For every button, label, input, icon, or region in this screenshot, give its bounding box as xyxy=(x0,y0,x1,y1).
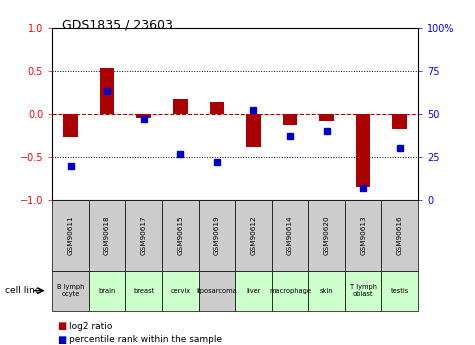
Text: skin: skin xyxy=(320,288,333,294)
Text: ■: ■ xyxy=(57,335,66,345)
Text: macrophage: macrophage xyxy=(269,288,311,294)
Text: breast: breast xyxy=(133,288,154,294)
Text: T lymph
oblast: T lymph oblast xyxy=(350,284,377,297)
Text: liposarcoma: liposarcoma xyxy=(197,288,237,294)
Text: GSM90620: GSM90620 xyxy=(323,216,330,255)
Text: testis: testis xyxy=(390,288,409,294)
Text: GSM90615: GSM90615 xyxy=(177,216,183,255)
Text: cell line: cell line xyxy=(5,286,40,295)
Bar xyxy=(136,114,151,118)
Text: GDS1835 / 23603: GDS1835 / 23603 xyxy=(62,19,172,32)
Text: ■: ■ xyxy=(57,321,66,331)
Text: GSM90616: GSM90616 xyxy=(397,216,403,255)
Text: B lymph
ocyte: B lymph ocyte xyxy=(57,284,84,297)
Bar xyxy=(283,114,297,125)
Text: GSM90617: GSM90617 xyxy=(141,216,147,255)
Text: brain: brain xyxy=(98,288,116,294)
Text: GSM90614: GSM90614 xyxy=(287,216,293,255)
Text: cervix: cervix xyxy=(170,288,190,294)
Text: GSM90619: GSM90619 xyxy=(214,216,220,255)
Text: GSM90618: GSM90618 xyxy=(104,216,110,255)
Text: GSM90613: GSM90613 xyxy=(360,216,366,255)
Bar xyxy=(319,114,334,121)
Bar xyxy=(63,114,78,137)
Bar xyxy=(209,102,224,114)
Bar xyxy=(100,68,114,114)
Text: log2 ratio: log2 ratio xyxy=(69,322,112,331)
Text: GSM90612: GSM90612 xyxy=(250,216,256,255)
Bar xyxy=(246,114,261,147)
Bar xyxy=(356,114,370,187)
Text: GSM90611: GSM90611 xyxy=(67,216,74,255)
Text: percentile rank within the sample: percentile rank within the sample xyxy=(69,335,222,344)
Bar xyxy=(173,99,188,114)
Bar xyxy=(392,114,407,129)
Text: liver: liver xyxy=(246,288,261,294)
